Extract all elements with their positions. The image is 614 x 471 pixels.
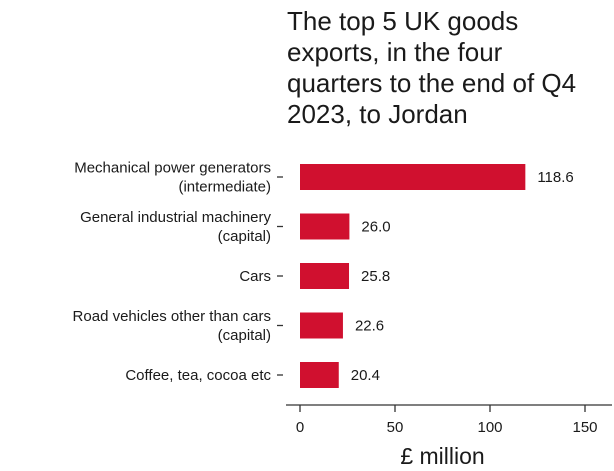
x-tick-label: 100: [477, 419, 502, 436]
x-axis-ticks: [299, 405, 586, 412]
x-axis-tick-labels: 0 50 100 150: [296, 419, 598, 436]
category-label: Mechanical power generators (intermediate…: [74, 160, 271, 196]
x-tick-label: 0: [296, 419, 304, 436]
bar: [300, 312, 343, 339]
chart-title: The top 5 UK goods exports, in the four …: [287, 6, 577, 129]
bar: [300, 362, 339, 388]
category-label: Cars: [239, 268, 271, 285]
category-labels: Mechanical power generators (intermediate…: [73, 160, 272, 385]
x-axis-title: £ million: [400, 443, 484, 469]
bar: [300, 164, 526, 190]
bar-value-label: 26.0: [361, 219, 390, 236]
bar-value-label: 22.6: [355, 318, 384, 335]
bar-value-label: 25.8: [361, 268, 390, 285]
bar-value-label: 118.6: [537, 169, 573, 186]
bar-value-label: 20.4: [351, 367, 380, 384]
category-label: General industrial machinery (capital): [80, 209, 271, 245]
category-label: Coffee, tea, cocoa etc: [125, 367, 271, 384]
value-labels: 118.6 26.0 25.8 22.6 20.4: [351, 169, 574, 384]
bar: [300, 213, 350, 240]
y-axis-ticks: [277, 176, 283, 376]
category-label: Road vehicles other than cars (capital): [73, 308, 271, 344]
x-tick-label: 50: [387, 419, 404, 436]
bar: [300, 263, 350, 289]
x-tick-label: 150: [572, 419, 597, 436]
bars: [300, 164, 526, 388]
